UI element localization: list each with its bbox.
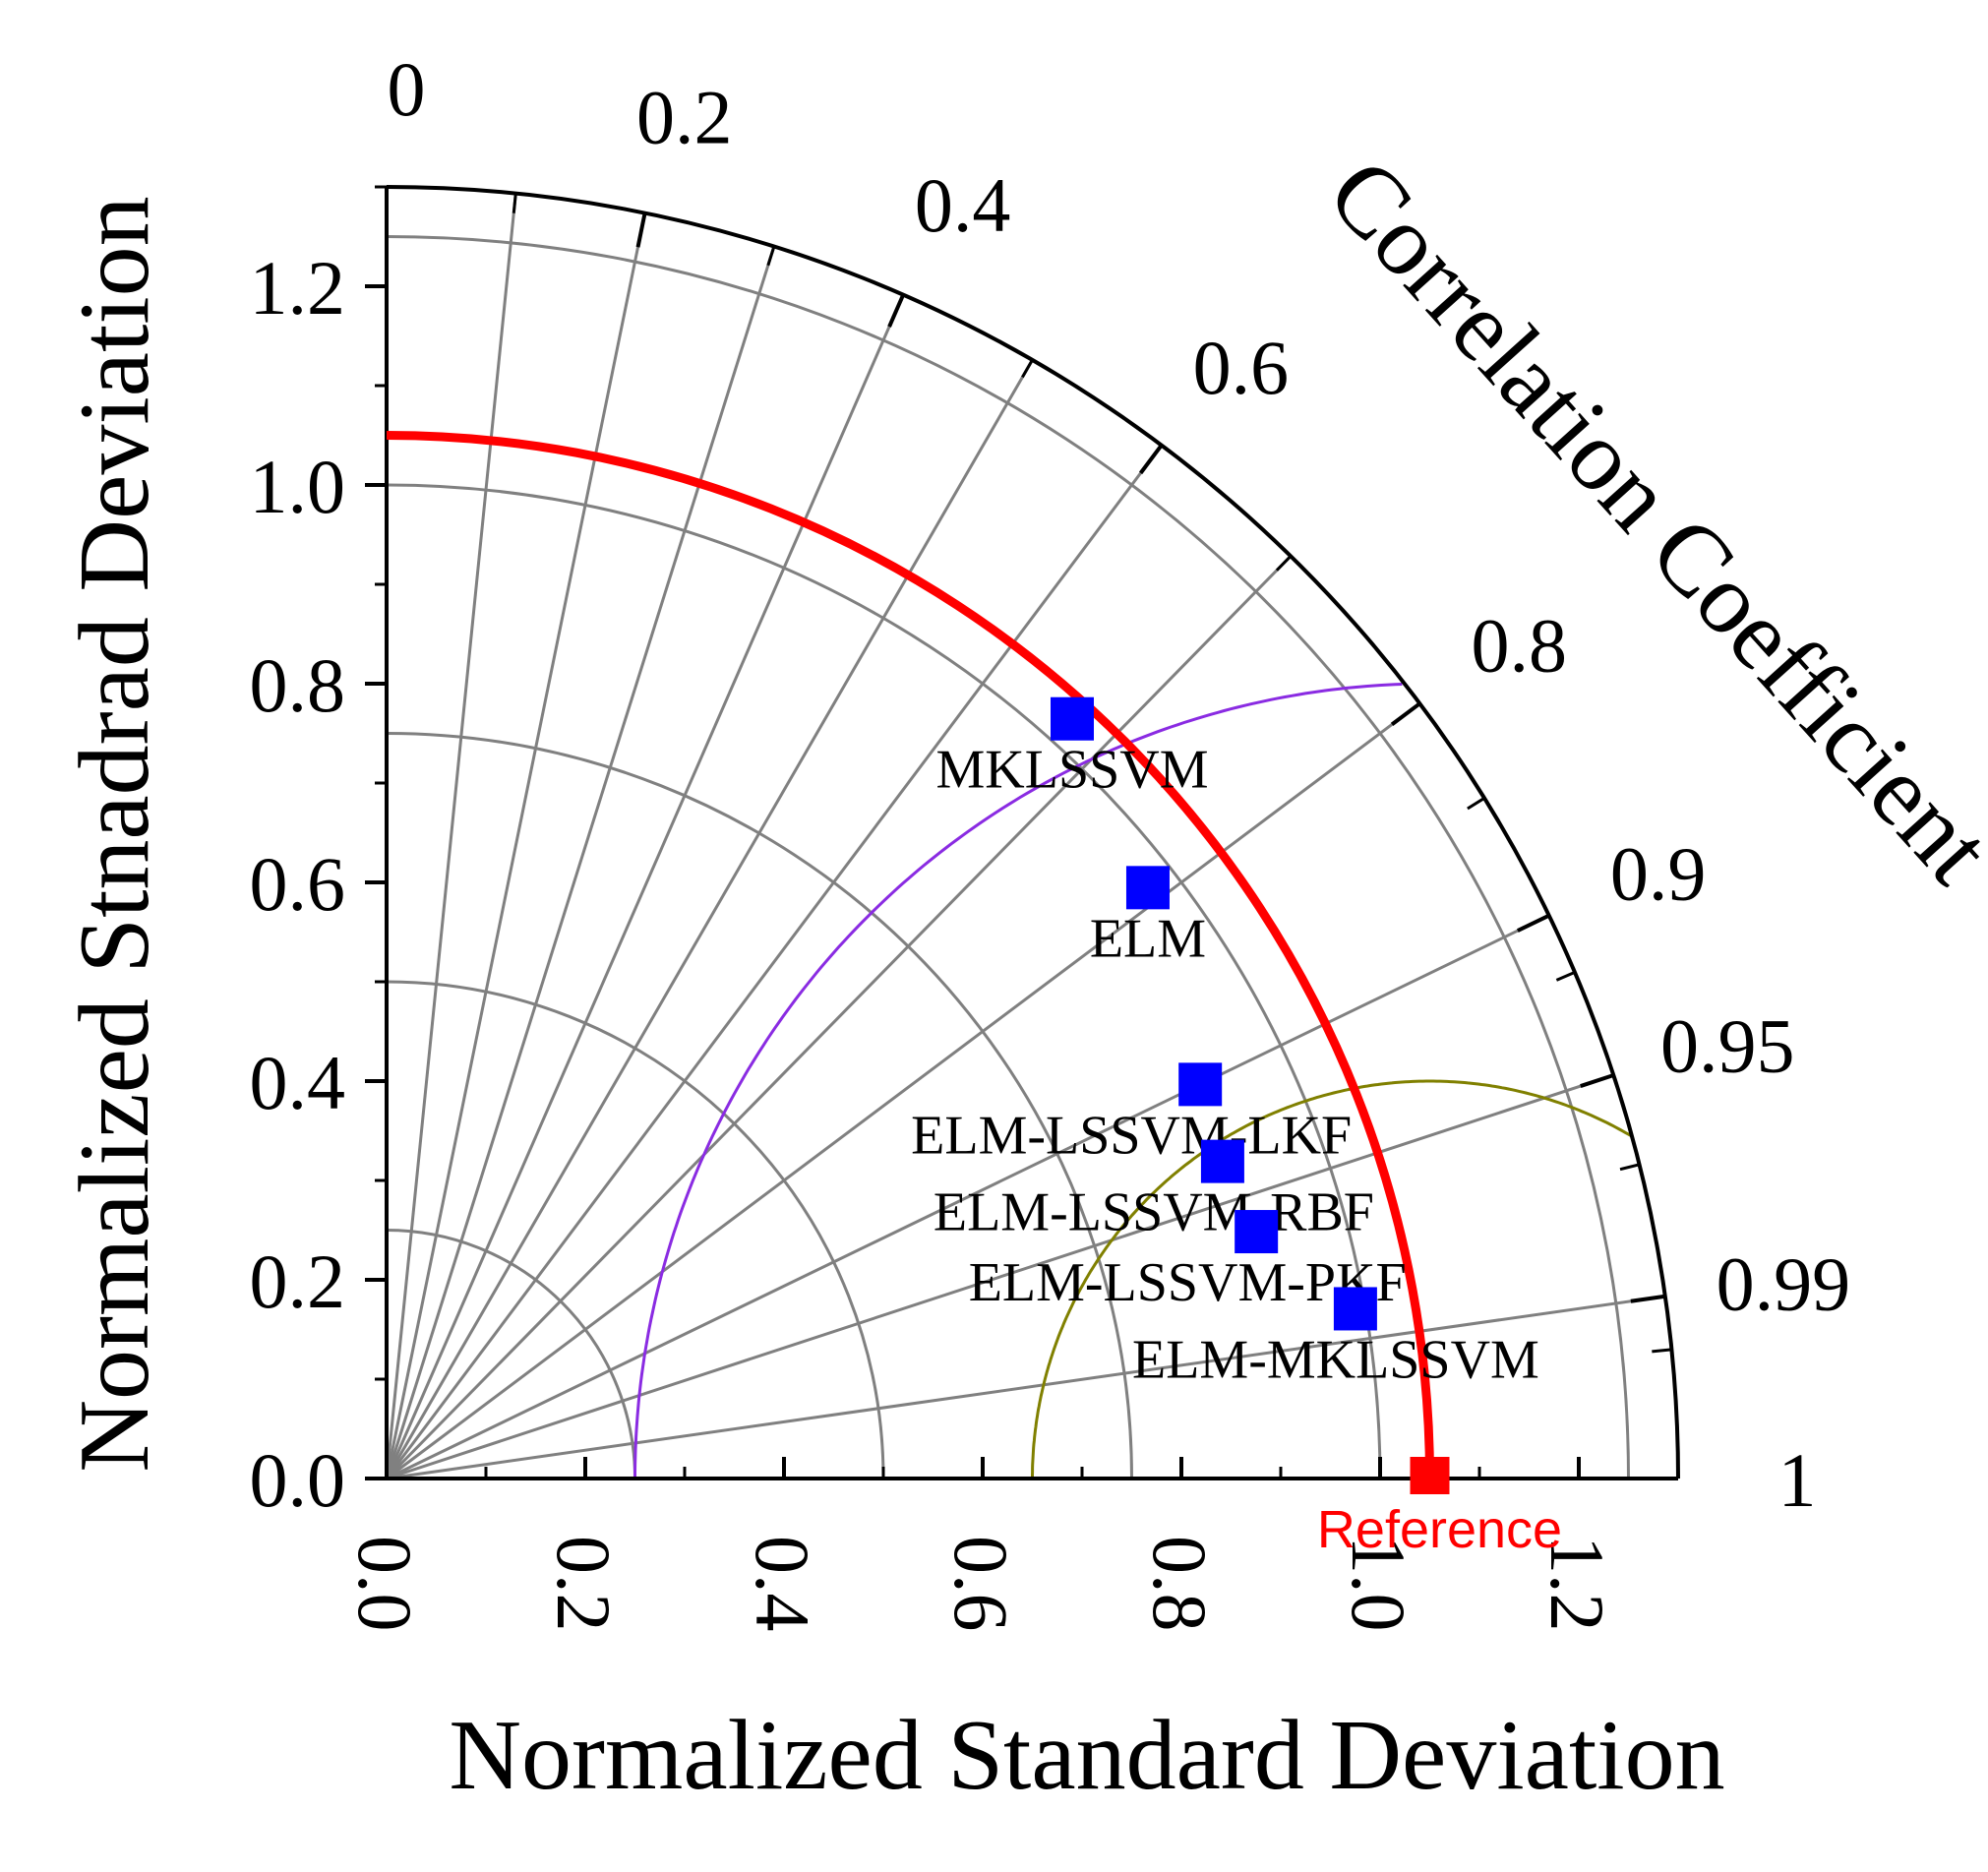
x-tick-label: 0.0 [342,1536,428,1632]
corr-grid-line [385,246,776,1479]
y-tick-label: 0.8 [250,642,346,728]
data-point-label: ELM-LSSVM-LKF [911,1105,1352,1166]
corr-tick [1138,444,1164,475]
data-point [1200,1139,1244,1183]
data-point-label: ELM-LSSVM-PKF [969,1252,1407,1313]
std-grid-arc [386,980,885,1479]
corr-tick-label: 0.95 [1660,1002,1795,1088]
corr-tick-label: 0.6 [1193,325,1290,410]
rms-circle-layer [633,683,1633,1479]
std-grid-arc [386,732,1133,1479]
corr-grid-line [385,555,1293,1480]
corr-grid-line [385,212,647,1479]
corr-tick [1630,1294,1666,1303]
data-point-label: ELM-MKLSSVM [1132,1329,1539,1390]
y-tick-label: 0.4 [250,1040,346,1125]
reference-marker [1410,1457,1450,1494]
y-axis-title: Normalized Stnadrad Deviation [59,196,170,1472]
x-tick-label: 0.8 [1137,1536,1223,1632]
x-tick-label: 1.2 [1535,1536,1620,1632]
rms-circle [633,683,1403,1479]
corr-minor-tick [1021,359,1034,379]
correlation-axis-title: Correlation Coefficient [1306,138,1988,904]
corr-tick [1390,701,1421,727]
x-tick-label: 1.0 [1336,1536,1421,1632]
corr-minor-tick [512,193,517,213]
std-grid-arc [386,235,1630,1479]
corr-tick-label: 0.4 [915,162,1011,248]
reference-layer: Reference [386,431,1562,1559]
y-tick-label: 1.0 [250,444,346,529]
corr-tick-label: 0.9 [1610,831,1707,917]
data-point [1235,1210,1279,1254]
corr-grid-line [385,294,905,1479]
reference-label: Reference [1317,1500,1562,1559]
rms-circle [1031,1079,1633,1479]
corr-minor-tick [1652,1348,1672,1354]
corr-grid-line [385,444,1164,1479]
corr-minor-tick [1467,797,1485,811]
data-point-label: ELM-LSSVM-RBF [934,1182,1374,1243]
y-tick-label: 0.0 [250,1437,346,1523]
corr-minor-tick [1555,971,1576,982]
axis-layer: 0.0 0.0 0.2 0.2 0.4 0.4 0.6 0.6 0.8 0.8 1.0 1.0 1.2 1… [250,46,1851,1632]
data-point [1333,1287,1377,1331]
corr-tick-label: 0.8 [1471,603,1567,689]
x-axis-title: Normalized Standard Deviation [449,1700,1724,1811]
corr-grid-line [386,1073,1614,1480]
corr-grid-line [385,193,517,1479]
grid-layer [385,193,1666,1480]
x-tick-label: 0.4 [740,1536,825,1632]
y-tick-label: 0.6 [250,841,346,927]
corr-tick [1517,913,1550,933]
corr-tick-label: 0.2 [636,75,733,160]
data-point [1178,1062,1223,1107]
data-point-label: MKLSSVM [936,740,1209,801]
data-point [1051,696,1095,741]
corr-minor-tick [1619,1163,1640,1172]
point-layer: MKLSSVM ELM ELM-LSSVM-LKF ELM-LSSVM-RBF ELM-… [911,696,1539,1390]
corr-minor-tick [766,246,776,267]
corr-tick [635,212,647,248]
data-point-label: ELM [1090,908,1206,969]
corr-grid-line [386,914,1550,1480]
corr-tick-label: 0 [388,46,426,132]
corr-grid-line [386,1295,1666,1480]
data-point [1125,866,1170,910]
y-tick-label: 0.2 [250,1238,346,1324]
corr-grid-line [386,702,1421,1480]
corr-tick-label: 1 [1778,1437,1817,1523]
corr-tick-label: 0.99 [1717,1241,1851,1327]
corr-tick [887,293,906,328]
x-tick-label: 0.2 [541,1536,627,1632]
reference-arc [386,431,1434,1479]
corr-grid-line [385,359,1034,1479]
y-tick-label: 1.2 [250,245,346,331]
corr-tick [1580,1073,1614,1088]
std-grid-arc [386,483,1382,1479]
corr-minor-tick [1275,555,1293,572]
x-tick-label: 0.6 [938,1536,1024,1632]
std-grid-arc [386,1229,636,1479]
